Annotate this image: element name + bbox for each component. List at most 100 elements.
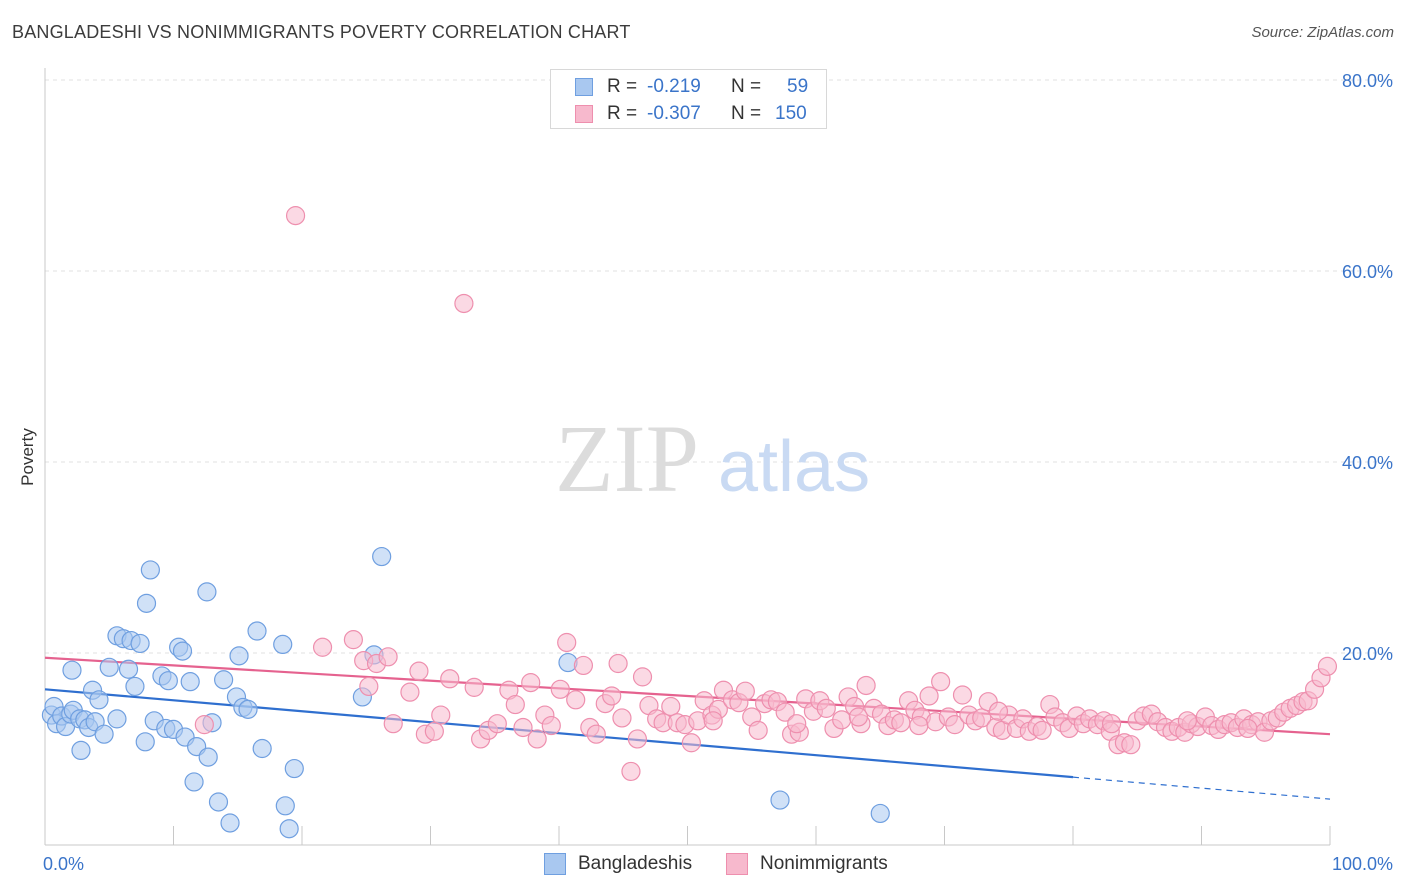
bangladeshis-point — [197, 582, 217, 602]
bangladeshis-point — [89, 690, 109, 710]
nonimmigrants-point — [1317, 656, 1338, 676]
nonimmigrants-point — [400, 682, 420, 702]
nonimmigrants-point — [952, 685, 973, 705]
tick-labels: 20.0% 40.0% 60.0% 80.0% 0.0% 100.0% — [43, 71, 1393, 874]
nonimmigrants-point — [440, 669, 460, 689]
bangladeshis-point — [214, 670, 234, 690]
nonimmigrants-point — [748, 720, 768, 740]
nonimmigrants-legend-swatch — [726, 853, 748, 875]
nonimmigrants-point — [487, 714, 507, 734]
bangladeshis-point — [247, 621, 267, 641]
nonimmigrants-point — [787, 714, 807, 734]
nonimmigrants-point — [557, 632, 577, 653]
legend-label-nonimmigrants: Nonimmigrants — [760, 853, 888, 874]
nonimmigrants-point — [627, 729, 647, 749]
legend-item-nonimmigrants[interactable]: Nonimmigrants — [726, 851, 888, 877]
chart-title: BANGLADESHI VS NONIMMIGRANTS POVERTY COR… — [12, 22, 631, 42]
watermark-atlas: atlas — [718, 427, 870, 507]
r-value: -0.219 — [647, 76, 701, 97]
grid-lines — [45, 79, 1394, 654]
bangladeshis-point — [158, 671, 178, 691]
nonimmigrants-point — [513, 717, 533, 738]
bangladeshis-point — [125, 676, 145, 697]
bangladeshis-point — [172, 641, 193, 661]
bangladeshis-point — [870, 803, 890, 824]
bangladeshis-point — [208, 792, 229, 812]
nonimmigrants-point — [621, 761, 641, 782]
nonimmigrants-point — [424, 721, 444, 741]
bangladeshis-point — [71, 740, 91, 761]
nonimmigrants-point — [1032, 720, 1052, 740]
stats-row-bangladeshis: R = -0.219 N = 59 — [575, 75, 808, 99]
nonimmigrants-point — [1121, 735, 1141, 755]
nonimmigrants-point — [359, 676, 379, 697]
nonimmigrants-point — [573, 655, 594, 676]
nonimmigrants-point — [909, 715, 929, 736]
nonimmigrants-point — [527, 729, 547, 749]
r-value: -0.307 — [647, 103, 701, 124]
nonimmigrants-point — [1177, 711, 1197, 731]
legend-item-bangladeshis[interactable]: Bangladeshis — [544, 851, 692, 877]
nonimmigrants-point — [409, 661, 429, 681]
nonimmigrants-point — [891, 713, 911, 733]
nonimmigrants-point — [735, 681, 755, 701]
bangladeshis-point — [252, 738, 272, 759]
nonimmigrants-point — [550, 679, 570, 699]
bangladeshis-trend-line — [44, 688, 1074, 779]
y-tick-label: 60.0% — [1342, 262, 1393, 282]
bangladeshis-point — [62, 660, 82, 680]
nonimmigrants-point — [378, 647, 398, 667]
stats-row-nonimmigrants: R = -0.307 N = 150 — [575, 102, 807, 126]
bangladeshis-point — [229, 646, 249, 666]
bangladeshis-point — [135, 732, 155, 752]
legend-label-bangladeshis: Bangladeshis — [578, 853, 693, 874]
bangladeshis-point — [99, 657, 119, 677]
nonimmigrants-point — [586, 724, 606, 744]
bangladeshis-point — [118, 659, 139, 679]
series-nonimmigrants-points — [194, 206, 1338, 782]
nonimmigrants-point — [661, 696, 681, 717]
stats-legend: R = -0.219 N = 59 R = -0.307 N = 150 — [550, 69, 827, 129]
r-label: R = — [607, 103, 638, 124]
bangladeshis-point — [140, 560, 160, 580]
bangladeshis-point — [94, 724, 114, 744]
n-value: 59 — [787, 76, 809, 97]
n-label: N = — [731, 103, 762, 124]
nonimmigrants-point — [1238, 718, 1258, 739]
bangladeshis-trend-extension — [1072, 776, 1331, 800]
y-tick-label: 40.0% — [1342, 453, 1393, 473]
bangladeshis-point — [372, 546, 392, 567]
r-label: R = — [607, 76, 638, 97]
nonimmigrants-point — [521, 673, 541, 693]
nonimmigrants-point — [832, 710, 852, 730]
series-bangladeshis-points — [41, 546, 890, 839]
bangladeshis-point — [220, 813, 240, 833]
watermark-zip: ZIP — [555, 405, 699, 512]
x-tick-label: 0.0% — [43, 854, 84, 874]
source-label: Source: ZipAtlas.com — [1251, 24, 1394, 41]
bangladeshis-point — [275, 796, 295, 816]
nonimmigrants-point — [454, 293, 474, 314]
nonimmigrants-point — [383, 714, 403, 734]
nonimmigrants-point — [919, 686, 939, 706]
nonimmigrants-point — [464, 677, 484, 697]
bangladeshis-point — [198, 747, 218, 767]
bangladeshis-legend-swatch — [544, 853, 566, 875]
y-tick-label: 80.0% — [1342, 71, 1393, 91]
nonimmigrants-point — [312, 637, 333, 657]
nonimmigrants-point — [775, 702, 795, 722]
nonimmigrants-point — [608, 653, 628, 674]
watermark: ZIP atlas — [555, 405, 870, 512]
bangladeshis-point — [279, 819, 299, 839]
bangladeshis-point — [273, 634, 293, 655]
bangladeshis-point — [136, 593, 157, 613]
nonimmigrants-point — [856, 675, 876, 696]
nonimmigrants-point — [541, 715, 561, 736]
bangladeshis-point — [107, 709, 127, 729]
nonimmigrants-point — [816, 698, 836, 718]
nonimmigrants-point — [988, 701, 1009, 721]
nonimmigrants-point — [972, 708, 992, 728]
bangladeshis-point — [238, 699, 258, 719]
bangladeshis-point — [130, 633, 150, 654]
nonimmigrants-point — [632, 667, 653, 687]
